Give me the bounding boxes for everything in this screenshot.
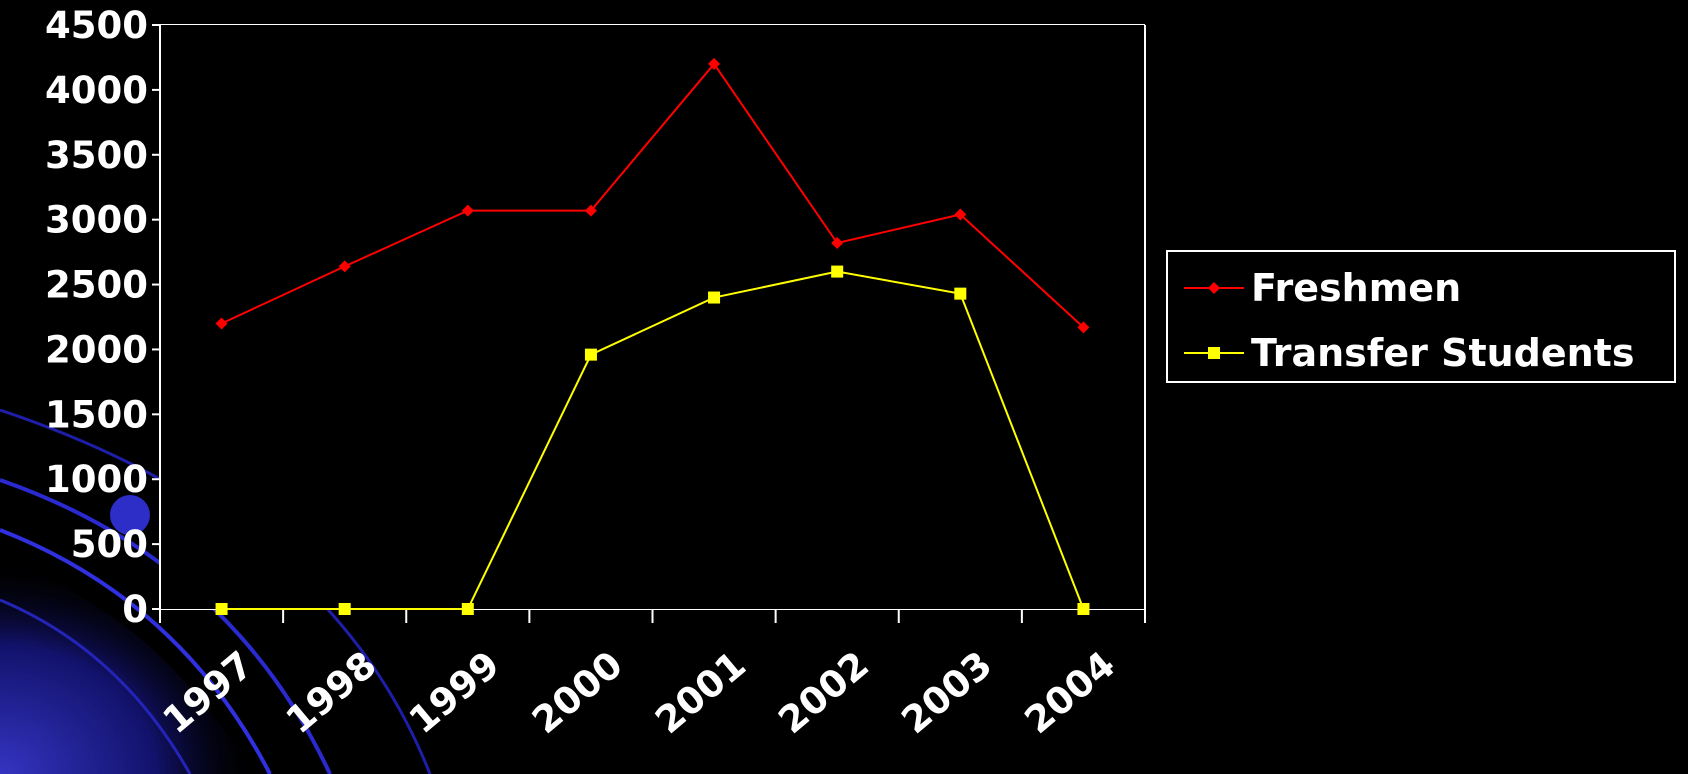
- data-point-1-1999: [461, 603, 474, 615]
- x-tick-label-2002: 2002: [770, 643, 877, 742]
- series-line-1: [221, 270, 1085, 610]
- swoosh-arc-3: [0, 598, 192, 774]
- y-tick-label-0: 0: [122, 588, 148, 631]
- y-tick-label-2500: 2500: [45, 264, 148, 307]
- data-point-0-1998: [338, 260, 351, 273]
- data-point-1-2002: [831, 265, 844, 278]
- swoosh-dot: [110, 495, 150, 535]
- x-tick-label-2000: 2000: [524, 643, 631, 742]
- data-point-1-1998: [338, 603, 351, 615]
- swoosh-arc-2: [0, 528, 272, 774]
- data-point-0-1999: [461, 204, 474, 217]
- x-tick-label-1998: 1998: [278, 643, 385, 742]
- y-axis-ticks: 0 500 1000 1500 2000 2500 3000 3500 4000 4500: [45, 4, 160, 631]
- data-point-0-2004: [1077, 321, 1090, 334]
- y-tick-label-2000: 2000: [45, 328, 148, 371]
- legend-label-1: Transfer Students: [1251, 331, 1634, 375]
- y-tick-label-4000: 4000: [45, 69, 148, 112]
- legend-label-0: Freshmen: [1251, 266, 1461, 310]
- data-point-1-2004: [1077, 603, 1090, 615]
- y-tick-label-1000: 1000: [45, 458, 148, 501]
- swoosh-fill: [0, 560, 260, 774]
- data-point-0-2002: [831, 237, 844, 250]
- legend: Freshmen Transfer Students: [1166, 250, 1676, 383]
- x-tick-label-2001: 2001: [647, 643, 754, 742]
- y-tick-label-1500: 1500: [45, 393, 148, 436]
- data-point-1-2003: [954, 287, 967, 300]
- series-layer: [215, 57, 1090, 615]
- series-0: [215, 57, 1090, 334]
- x-tick-label-1997: 1997: [155, 643, 262, 742]
- plot-frame: [159, 25, 1146, 609]
- y-tick-label-500: 500: [71, 523, 148, 566]
- data-point-0-2001: [708, 57, 721, 70]
- y-tick-label-4500: 4500: [45, 4, 148, 47]
- legend-box: [1166, 250, 1676, 383]
- data-point-1-2000: [584, 348, 597, 361]
- data-point-0-1997: [215, 317, 228, 330]
- legend-swatch-marker-0: [1208, 282, 1220, 294]
- y-tick-label-3500: 3500: [45, 134, 148, 177]
- data-point-0-2000: [584, 204, 597, 217]
- plot-area: [160, 25, 1145, 609]
- data-point-1-2001: [708, 291, 721, 304]
- series-1: [215, 265, 1090, 615]
- series-line-0: [221, 62, 1085, 329]
- data-point-0-2003: [954, 208, 967, 221]
- x-tick-label-2003: 2003: [894, 643, 1001, 742]
- y-tick-label-3000: 3000: [45, 199, 148, 242]
- legend-swatch-marker-1: [1208, 347, 1220, 359]
- x-tick-label-1999: 1999: [401, 643, 508, 742]
- x-axis-ticks: 1997 1998 1999 2000 2001 2002 2003 2004: [155, 609, 1146, 742]
- data-point-1-1997: [215, 603, 228, 615]
- x-tick-label-2004: 2004: [1017, 643, 1124, 742]
